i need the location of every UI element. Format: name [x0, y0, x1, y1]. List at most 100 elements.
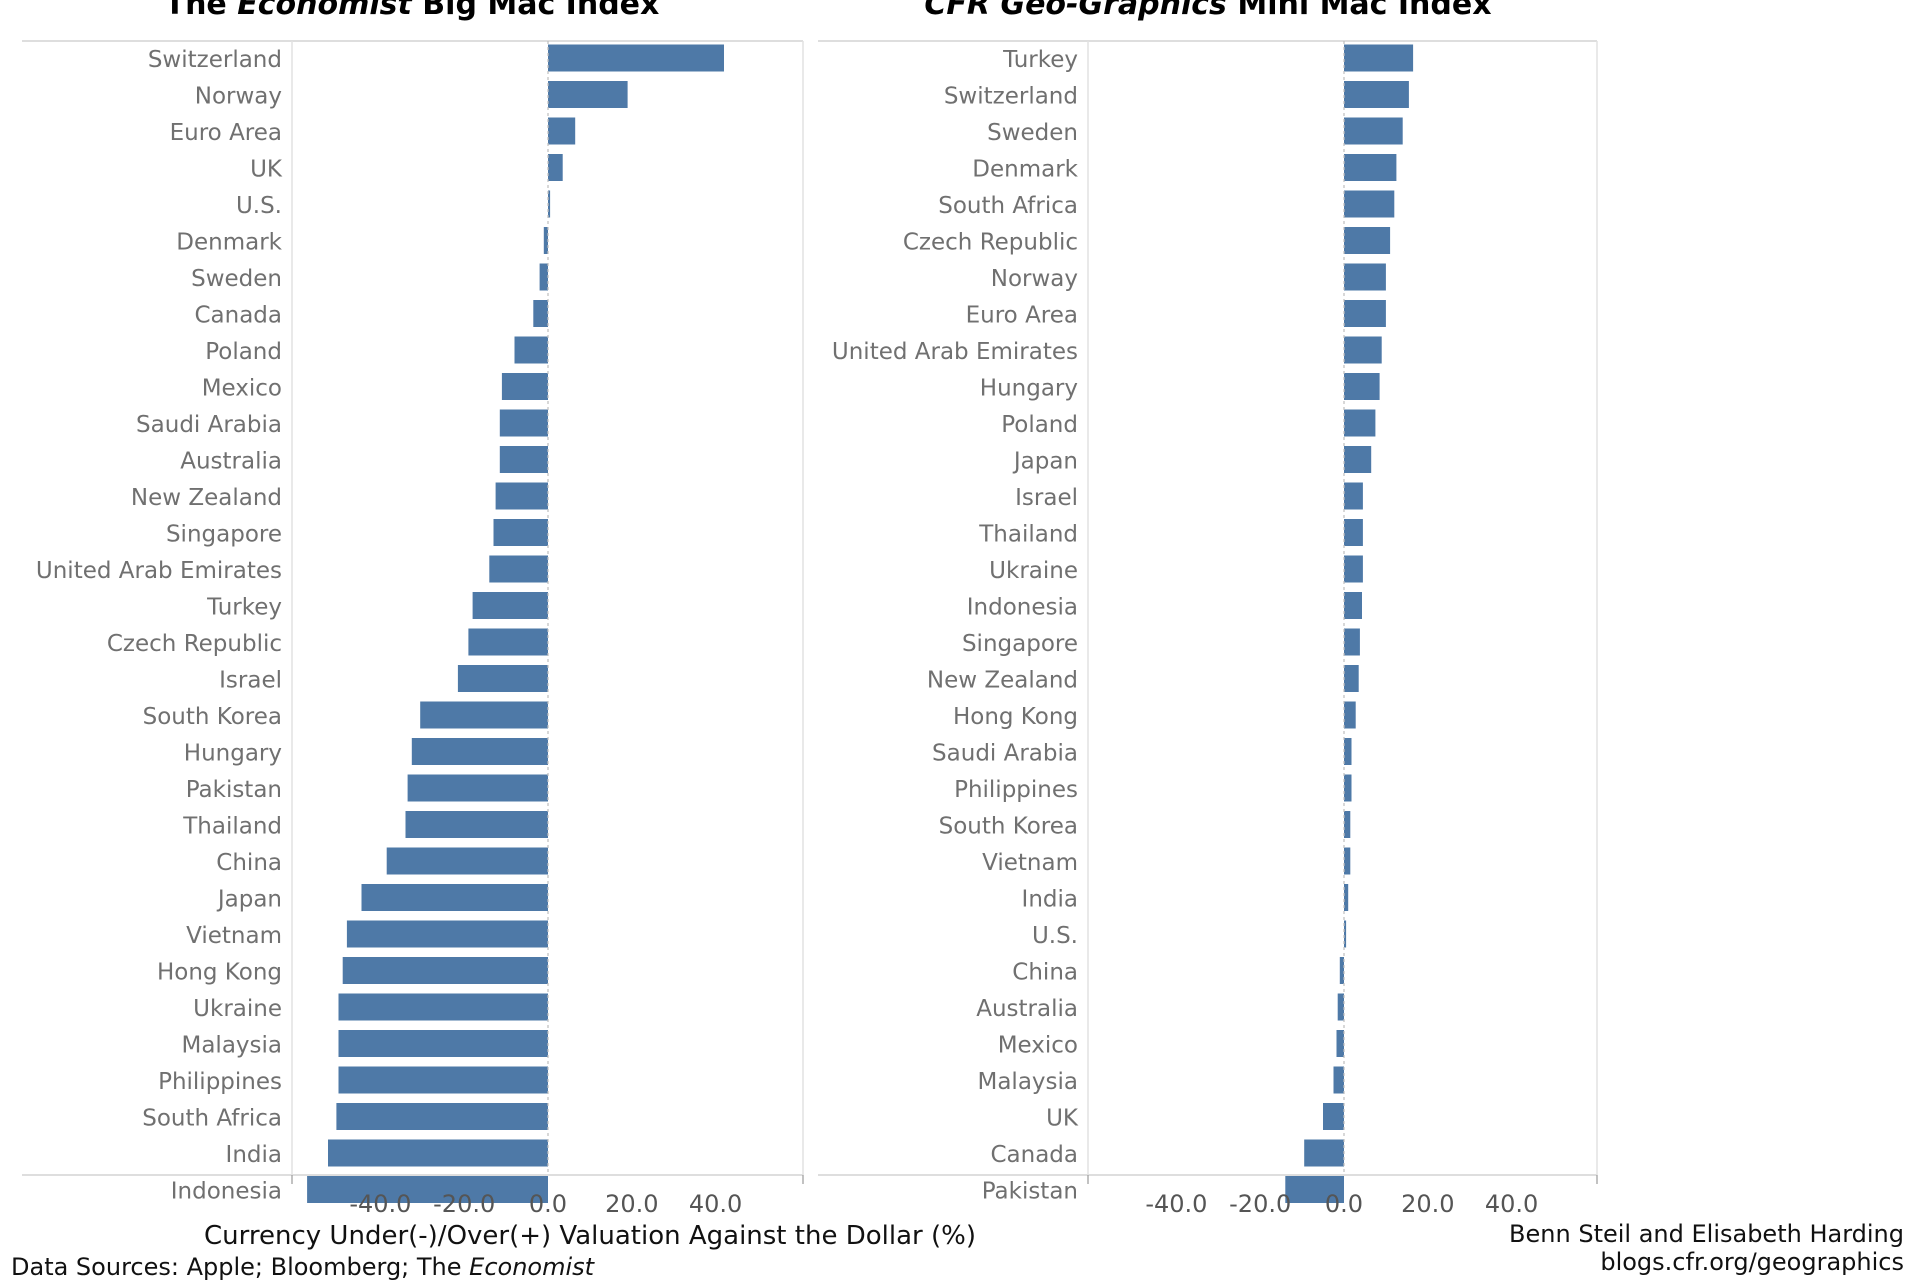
category-label: Japan [216, 887, 282, 913]
bar [411, 738, 548, 765]
category-label: Canada [990, 1142, 1078, 1168]
category-label: Singapore [962, 631, 1078, 657]
bar [501, 373, 548, 400]
category-label: Vietnam [982, 850, 1078, 876]
category-label: UK [1046, 1106, 1079, 1132]
category-label: Euro Area [170, 120, 282, 146]
bar [1344, 774, 1352, 802]
category-label: Denmark [176, 230, 282, 256]
category-label: Switzerland [944, 84, 1078, 110]
bar [1344, 920, 1347, 948]
bar [1344, 154, 1397, 181]
category-label: Hong Kong [157, 960, 282, 986]
category-label: Philippines [954, 777, 1078, 803]
category-label: Denmark [972, 157, 1078, 183]
x-tick-label: -40.0 [349, 1190, 411, 1218]
x-tick-label: 0.0 [529, 1190, 567, 1218]
chart-title-part: Mini Mac Index [1227, 0, 1492, 22]
category-label: Turkey [1002, 47, 1078, 73]
category-label: United Arab Emirates [36, 558, 282, 584]
chart-title: CFR Geo-Graphics Mini Mac Index [924, 0, 1491, 22]
bar [1344, 446, 1372, 473]
bar [1336, 1030, 1344, 1057]
bar [1344, 227, 1391, 254]
bar [1344, 336, 1382, 364]
bar [1323, 1103, 1344, 1130]
bar [548, 117, 576, 145]
bar [499, 446, 548, 473]
bar [533, 300, 548, 327]
category-label: United Arab Emirates [832, 339, 1078, 365]
data-sources-note: Data Sources: Apple; Bloomberg; The Econ… [11, 1253, 594, 1281]
bar [346, 920, 548, 948]
cfr-mini-mac-panel: CFR Geo-Graphics Mini Mac Index Turkey Swi… [818, 0, 1598, 1218]
category-label: Canada [194, 303, 282, 329]
bar [1344, 373, 1380, 400]
bar [420, 701, 548, 729]
category-label: Hong Kong [953, 704, 1078, 730]
bar [361, 884, 548, 911]
bar [386, 847, 548, 875]
category-label: Czech Republic [107, 631, 282, 657]
chart-title-part: Big Mac Index [412, 0, 660, 22]
category-label: Sweden [191, 266, 282, 292]
bar [499, 409, 548, 437]
bar [338, 1030, 548, 1057]
category-label: Indonesia [967, 595, 1078, 621]
bar [514, 336, 548, 364]
category-label: U.S. [1032, 923, 1078, 949]
author-credit: Benn Steil and Elisabeth Harding [1509, 1220, 1904, 1248]
category-label: Poland [1001, 412, 1078, 438]
category-label: South Korea [143, 704, 282, 730]
category-label: South Africa [142, 1106, 282, 1132]
chart-title-part: Economist [237, 0, 413, 22]
chart-title-part: CFR Geo-Graphics [924, 0, 1227, 22]
bar [405, 811, 548, 838]
category-label: Thailand [182, 814, 282, 840]
category-label: Australia [180, 449, 282, 475]
x-tick-label: 20.0 [605, 1190, 658, 1218]
category-label: Mexico [998, 1033, 1078, 1059]
bar [1344, 117, 1403, 145]
category-label: Mexico [202, 376, 282, 402]
chart-title: The Economist Big Mac Index [165, 0, 660, 22]
category-label: New Zealand [131, 485, 282, 511]
category-label: Poland [205, 339, 282, 365]
category-label: Thailand [978, 522, 1078, 548]
category-label: Saudi Arabia [136, 412, 282, 438]
bar [548, 154, 563, 181]
bar [1344, 482, 1363, 510]
category-label: Ukraine [989, 558, 1078, 584]
category-label: China [216, 850, 282, 876]
x-tick-label: -20.0 [1229, 1190, 1291, 1218]
category-label: Czech Republic [903, 230, 1078, 256]
bar [1344, 519, 1363, 546]
bar [457, 665, 548, 692]
bar [1285, 1176, 1344, 1203]
category-label: Switzerland [148, 47, 282, 73]
category-label: Saudi Arabia [932, 741, 1078, 767]
category-label: India [226, 1142, 282, 1168]
category-label: Norway [991, 266, 1078, 292]
bar [543, 227, 548, 254]
category-label: Australia [976, 996, 1078, 1022]
bar [1339, 957, 1344, 984]
chart-title-part: The [165, 0, 238, 22]
category-label: Malaysia [181, 1033, 282, 1059]
bar [1344, 592, 1362, 619]
bar [1344, 409, 1376, 437]
x-tick-label: 0.0 [1325, 1190, 1363, 1218]
category-label: China [1012, 960, 1078, 986]
x-tick-label: -20.0 [433, 1190, 495, 1218]
bar [328, 1139, 548, 1167]
category-label: Hungary [184, 741, 282, 767]
category-label: Malaysia [977, 1069, 1078, 1095]
category-label: Turkey [206, 595, 282, 621]
bar [1344, 665, 1359, 692]
category-label: India [1022, 887, 1078, 913]
category-label: Japan [1012, 449, 1078, 475]
economist-big-mac-panel: The Economist Big Mac Index Switzerland No… [22, 0, 804, 1218]
bar [1344, 847, 1351, 875]
bar [338, 1066, 548, 1094]
